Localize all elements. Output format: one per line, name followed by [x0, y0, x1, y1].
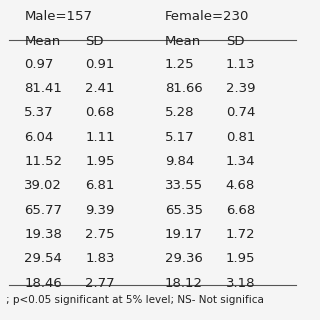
Text: 11.52: 11.52 — [24, 155, 62, 168]
Text: SD: SD — [85, 35, 104, 48]
Text: 0.97: 0.97 — [24, 58, 54, 71]
Text: 19.38: 19.38 — [24, 228, 62, 241]
Text: 18.12: 18.12 — [165, 276, 203, 290]
Text: 9.84: 9.84 — [165, 155, 194, 168]
Text: Mean: Mean — [165, 35, 201, 48]
Text: Female=230: Female=230 — [165, 10, 249, 23]
Text: 2.39: 2.39 — [226, 82, 255, 95]
Text: 1.95: 1.95 — [85, 155, 115, 168]
Text: 0.68: 0.68 — [85, 106, 115, 119]
Text: 6.04: 6.04 — [24, 131, 54, 144]
Text: SD: SD — [226, 35, 244, 48]
Text: 5.37: 5.37 — [24, 106, 54, 119]
Text: 0.81: 0.81 — [226, 131, 255, 144]
Text: 0.91: 0.91 — [85, 58, 115, 71]
Text: 1.11: 1.11 — [85, 131, 115, 144]
Text: Male=157: Male=157 — [24, 10, 92, 23]
Text: 18.46: 18.46 — [24, 276, 62, 290]
Text: 29.54: 29.54 — [24, 252, 62, 265]
Text: 33.55: 33.55 — [165, 179, 203, 192]
Text: 1.72: 1.72 — [226, 228, 255, 241]
Text: 6.81: 6.81 — [85, 179, 115, 192]
Text: 65.77: 65.77 — [24, 204, 62, 217]
Text: 19.17: 19.17 — [165, 228, 203, 241]
Text: 1.83: 1.83 — [85, 252, 115, 265]
Text: 4.68: 4.68 — [226, 179, 255, 192]
Text: 1.13: 1.13 — [226, 58, 255, 71]
Text: 39.02: 39.02 — [24, 179, 62, 192]
Text: 6.68: 6.68 — [226, 204, 255, 217]
Text: 5.28: 5.28 — [165, 106, 194, 119]
Text: 2.77: 2.77 — [85, 276, 115, 290]
Text: 81.66: 81.66 — [165, 82, 203, 95]
Text: 1.34: 1.34 — [226, 155, 255, 168]
Text: 29.36: 29.36 — [165, 252, 203, 265]
Text: 65.35: 65.35 — [165, 204, 203, 217]
Text: 0.74: 0.74 — [226, 106, 255, 119]
Text: 2.41: 2.41 — [85, 82, 115, 95]
Text: ; p<0.05 significant at 5% level; NS- Not significa: ; p<0.05 significant at 5% level; NS- No… — [6, 295, 264, 305]
Text: Mean: Mean — [24, 35, 61, 48]
Text: 1.25: 1.25 — [165, 58, 195, 71]
Text: 3.18: 3.18 — [226, 276, 255, 290]
Text: 2.75: 2.75 — [85, 228, 115, 241]
Text: 1.95: 1.95 — [226, 252, 255, 265]
Text: 9.39: 9.39 — [85, 204, 115, 217]
Text: 81.41: 81.41 — [24, 82, 62, 95]
Text: 5.17: 5.17 — [165, 131, 195, 144]
